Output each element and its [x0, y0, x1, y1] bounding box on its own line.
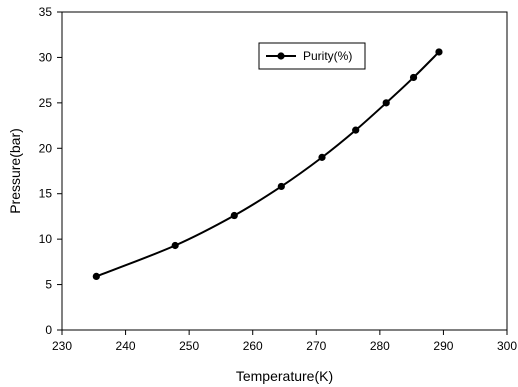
x-tick-label: 280 — [370, 339, 390, 353]
x-tick-label: 250 — [179, 339, 199, 353]
legend-marker — [277, 52, 285, 60]
y-tick-label: 35 — [39, 5, 53, 19]
x-tick-label: 270 — [306, 339, 326, 353]
y-tick-label: 30 — [39, 50, 53, 64]
data-point — [318, 153, 326, 161]
x-axis-label: Temperature(K) — [236, 368, 333, 384]
plot-area-frame — [61, 11, 508, 331]
data-point — [92, 272, 100, 280]
data-point — [382, 99, 390, 107]
x-tick-label: 300 — [497, 339, 517, 353]
x-tick-label: 260 — [243, 339, 263, 353]
x-tick-label: 230 — [52, 339, 72, 353]
data-point — [230, 211, 238, 220]
data-point — [435, 48, 443, 56]
y-tick-label: 20 — [39, 141, 53, 155]
y-tick-label: 10 — [39, 232, 53, 246]
data-point — [277, 182, 285, 191]
series-line — [95, 51, 440, 278]
x-tick-label: 290 — [433, 339, 453, 353]
y-axis-label: Pressure(bar) — [7, 128, 23, 214]
y-tick-label: 5 — [45, 278, 52, 292]
y-tick-label: 15 — [39, 187, 53, 201]
data-point — [352, 126, 360, 134]
data-point — [409, 73, 418, 82]
x-tick-label: 240 — [116, 339, 136, 353]
data-point — [171, 241, 179, 250]
legend-label: Purity(%) — [303, 49, 352, 63]
y-tick-label: 0 — [45, 323, 52, 337]
y-tick-label: 25 — [39, 96, 53, 110]
